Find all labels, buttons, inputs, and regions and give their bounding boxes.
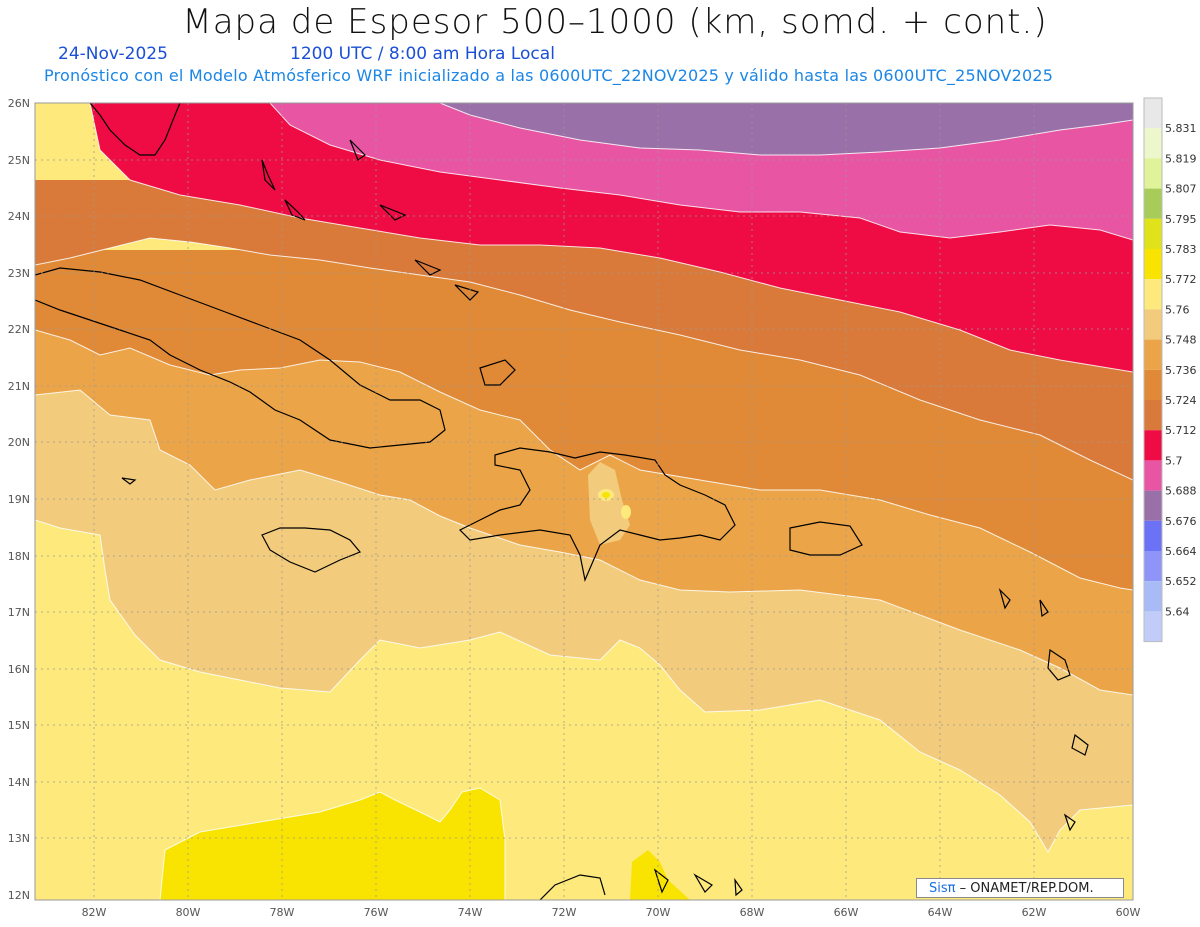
thickness-map: 26N 25N 24N 23N 22N 21N 20N 19N 18N 17N … [8, 97, 1197, 919]
lon-label: 66W [834, 906, 859, 919]
legend-swatch [1144, 188, 1162, 219]
legend-label: 5.664 [1165, 545, 1197, 558]
lat-label: 14N [8, 776, 30, 789]
legend-label: 5.819 [1165, 152, 1197, 165]
lat-axis: 26N 25N 24N 23N 22N 21N 20N 19N 18N 17N … [8, 97, 30, 902]
legend-swatch [1144, 98, 1162, 129]
legend-swatch [1144, 551, 1162, 582]
legend-label: 5.748 [1165, 334, 1197, 347]
graticule [35, 103, 1133, 900]
lat-label: 25N [8, 154, 30, 167]
lon-label: 64W [928, 906, 953, 919]
lon-label: 78W [270, 906, 295, 919]
map-frame [34, 102, 1134, 901]
legend-swatch [1144, 490, 1162, 521]
coastlines [35, 103, 1089, 900]
lon-label: 62W [1022, 906, 1047, 919]
legend-label: 5.736 [1165, 364, 1197, 377]
legend-swatch [1144, 430, 1162, 461]
legend-swatch [1144, 128, 1162, 159]
legend-label: 5.795 [1165, 213, 1197, 226]
lat-label: 17N [8, 606, 30, 619]
forecast-time: 1200 UTC / 8:00 am Hora Local [290, 44, 555, 64]
legend-label: 5.688 [1165, 485, 1197, 498]
legend-swatch [1144, 309, 1162, 340]
legend-swatch [1144, 158, 1162, 189]
lat-label: 21N [8, 380, 30, 393]
lon-label: 82W [82, 906, 107, 919]
lat-label: 24N [8, 210, 30, 223]
legend-label: 5.724 [1165, 394, 1197, 407]
lon-label: 68W [740, 906, 765, 919]
legend-label: 5.64 [1165, 605, 1190, 618]
lon-label: 70W [646, 906, 671, 919]
legend-swatch [1144, 279, 1162, 310]
lat-label: 16N [8, 663, 30, 676]
page-title: Mapa de Espesor 500–1000 (km, somd. + co… [182, 2, 1048, 42]
legend-label: 5.807 [1165, 183, 1197, 196]
credit-box: Sisπ – ONAMET/REP.DOM. [916, 878, 1124, 898]
contour-fill-layer [35, 103, 1133, 900]
model-subtitle: Pronóstico con el Modelo Atmósferico WRF… [44, 66, 1054, 85]
lon-label: 80W [176, 906, 201, 919]
lat-label: 13N [8, 832, 30, 845]
legend-label: 5.7 [1165, 454, 1183, 467]
legend-swatch [1144, 249, 1162, 280]
legend-label: 5.76 [1165, 303, 1190, 316]
legend-swatch [1144, 400, 1162, 431]
contour-lines [35, 103, 1133, 900]
lat-label: 12N [8, 889, 30, 902]
legend-swatch [1144, 520, 1162, 551]
lat-label: 22N [8, 323, 30, 336]
legend-swatch [1144, 339, 1162, 370]
lat-label: 15N [8, 719, 30, 732]
legend-swatch [1144, 218, 1162, 249]
legend-frame [1143, 97, 1163, 643]
lon-label: 72W [552, 906, 577, 919]
forecast-date: 24-Nov-2025 [58, 44, 168, 64]
lat-label: 19N [8, 493, 30, 506]
band-5.748-pocket [588, 462, 630, 545]
legend-swatch [1144, 369, 1162, 400]
credit-text: – ONAMET/REP.DOM. [955, 881, 1094, 896]
lon-label: 76W [364, 906, 389, 919]
color-legend: 5.831 5.819 5.807 5.795 5.783 5.772 5.76 5.748 5… [1143, 97, 1197, 643]
lon-label: 74W [458, 906, 483, 919]
band-5.76-pocket-b [621, 505, 631, 519]
legend-label: 5.783 [1165, 243, 1197, 256]
legend-label: 5.652 [1165, 575, 1197, 588]
legend-label: 5.772 [1165, 273, 1197, 286]
lat-label: 23N [8, 267, 30, 280]
legend-swatch [1144, 611, 1162, 642]
legend-swatch [1144, 460, 1162, 491]
lat-label: 20N [8, 436, 30, 449]
legend-label: 5.712 [1165, 424, 1197, 437]
lon-label: 60W [1116, 906, 1141, 919]
lat-label: 26N [8, 97, 30, 110]
lat-label: 18N [8, 550, 30, 563]
band-5.676 [440, 103, 1133, 155]
sispi-logo: Sisπ [929, 881, 956, 896]
legend-swatch [1144, 581, 1162, 612]
band-5.772-b [630, 850, 690, 900]
legend-label: 5.831 [1165, 122, 1197, 135]
band-5.772 [160, 788, 505, 900]
lon-axis: 82W 80W 78W 76W 74W 72W 70W 68W 66W 64W … [82, 906, 1141, 919]
legend-label: 5.676 [1165, 515, 1197, 528]
band-5.772-pocket [602, 492, 610, 498]
